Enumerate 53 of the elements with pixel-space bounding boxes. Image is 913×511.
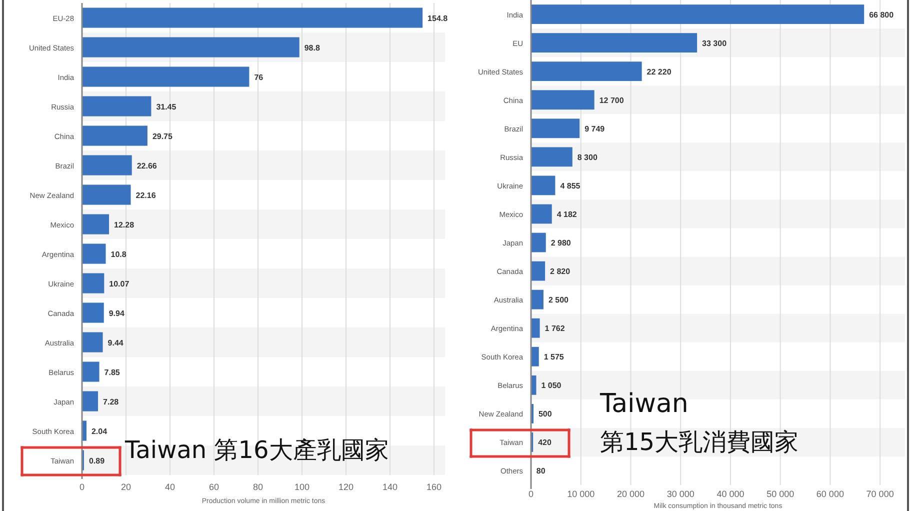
data-label: 2 980 xyxy=(550,238,572,248)
data-label: 31.45 xyxy=(156,102,177,112)
data-label: 29.75 xyxy=(152,132,174,141)
data-label: 1 050 xyxy=(541,381,562,390)
x-tick-label: 60 xyxy=(208,482,220,492)
x-tick-label: 0 xyxy=(528,489,534,499)
data-label: 76 xyxy=(254,72,264,82)
data-label: 1 762 xyxy=(544,324,566,334)
data-label: 9 749 xyxy=(584,124,606,134)
data-label: 22 220 xyxy=(646,67,672,76)
data-label: 9.44 xyxy=(108,338,124,348)
data-label: 12.28 xyxy=(114,220,135,230)
data-label: 80 xyxy=(536,466,546,476)
data-label: 33 300 xyxy=(702,38,728,48)
data-label: 2 820 xyxy=(550,267,571,276)
x-tick-label: 140 xyxy=(382,482,398,492)
x-tick-label: 20 000 xyxy=(616,489,644,499)
data-label: 10.07 xyxy=(109,279,130,288)
data-label: 22.16 xyxy=(136,190,156,200)
data-label: 0.89 xyxy=(88,456,106,466)
annotation: Taiwan xyxy=(599,389,688,419)
data-label: 10.8 xyxy=(110,250,127,259)
x-tick-label: 30 000 xyxy=(666,489,694,499)
data-label: 2.04 xyxy=(91,426,108,436)
data-label: 12 700 xyxy=(599,96,624,105)
data-label: 7.28 xyxy=(103,397,120,406)
annotation: 第15大乳消費國家 xyxy=(600,428,799,456)
x-tick-label: 20 xyxy=(120,482,132,492)
x-tick-label: 50 000 xyxy=(766,489,794,499)
x-tick-label: 60 000 xyxy=(816,489,844,499)
annotation: Taiwan 第16大產乳國家 xyxy=(124,436,389,464)
x-tick-label: 120 xyxy=(338,482,354,492)
data-label: 2 500 xyxy=(548,296,570,305)
x-tick-label: 70 000 xyxy=(866,489,894,499)
data-label: 154.8 xyxy=(428,14,448,23)
data-label: 98.8 xyxy=(304,43,320,52)
x-tick-label: 10 000 xyxy=(567,489,595,499)
x-tick-label: 100 xyxy=(294,482,310,492)
data-label: 1 575 xyxy=(544,352,564,362)
x-tick-label: 40 000 xyxy=(716,489,744,499)
data-label: 500 xyxy=(538,410,552,419)
x-tick-label: 160 xyxy=(426,482,442,492)
x-tick-label: 80 xyxy=(252,482,264,492)
data-label: 66 800 xyxy=(869,10,894,20)
x-tick-label: 40 xyxy=(164,482,176,492)
data-label: 420 xyxy=(538,438,552,448)
data-label: 7.85 xyxy=(104,368,120,377)
data-label: 4 182 xyxy=(556,210,578,219)
data-label: 8 300 xyxy=(577,152,598,162)
data-label: 22.66 xyxy=(136,161,158,170)
data-label: 9.94 xyxy=(108,308,125,318)
data-label: 4 855 xyxy=(560,181,581,190)
x-tick-label: 0 xyxy=(79,482,85,492)
